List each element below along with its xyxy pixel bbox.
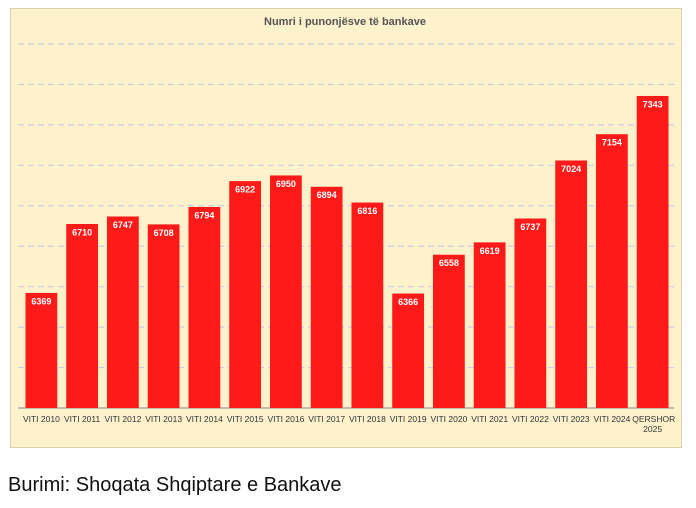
data-label: 7154 bbox=[602, 138, 622, 148]
x-tick-label: VITI 2016 bbox=[267, 414, 305, 424]
bar bbox=[188, 206, 221, 408]
data-label: 6894 bbox=[317, 190, 337, 200]
data-label: 6366 bbox=[398, 297, 418, 307]
x-tick-label: VITI 2013 bbox=[145, 414, 183, 424]
data-label: 6950 bbox=[276, 179, 296, 189]
data-label: 6816 bbox=[357, 206, 377, 216]
chart: Numri i punonjësve të bankave 6369 6710 67… bbox=[18, 16, 674, 409]
chart-title: Numri i punonjësve të bankave bbox=[264, 16, 426, 28]
data-label: 6558 bbox=[439, 258, 459, 268]
data-label: 6710 bbox=[72, 227, 92, 237]
x-tick-label: VITI 2018 bbox=[348, 414, 386, 424]
data-label: 6708 bbox=[154, 228, 174, 238]
data-label: 7343 bbox=[643, 99, 663, 109]
x-tick-label: VITI 2023 bbox=[552, 414, 590, 424]
data-label: 6747 bbox=[113, 220, 133, 230]
data-label: 6794 bbox=[194, 210, 214, 220]
x-tick-label: VITI 2022 bbox=[511, 414, 549, 424]
bar bbox=[555, 160, 588, 408]
bar bbox=[595, 134, 628, 409]
x-tick-label: VITI 2017 bbox=[308, 414, 346, 424]
bar bbox=[269, 175, 302, 408]
x-tick-label: QERSHOR 2025 bbox=[632, 414, 676, 434]
bar bbox=[473, 242, 506, 408]
bar bbox=[66, 223, 99, 408]
x-tick-label: VITI 2021 bbox=[471, 414, 509, 424]
bar bbox=[392, 293, 425, 408]
x-tick-label: VITI 2012 bbox=[104, 414, 142, 424]
x-tick-label: VITI 2011 bbox=[64, 414, 101, 424]
data-label: 6619 bbox=[480, 246, 500, 256]
bar bbox=[147, 224, 180, 408]
x-tick-label: VITI 2020 bbox=[430, 414, 468, 424]
bar bbox=[310, 186, 343, 408]
bar bbox=[432, 254, 465, 408]
bar bbox=[514, 218, 547, 408]
source: Burimi: Shoqata Shqiptare e Bankave bbox=[8, 474, 342, 496]
data-label: 6737 bbox=[520, 222, 540, 232]
data-label: 6369 bbox=[31, 296, 51, 306]
bar bbox=[25, 292, 58, 408]
data-label: 6922 bbox=[235, 184, 255, 194]
bar bbox=[106, 216, 139, 408]
bar bbox=[229, 181, 262, 408]
x-tick-label: VITI 2024 bbox=[593, 414, 631, 424]
data-label: 7024 bbox=[561, 164, 581, 174]
x-tick-label: VITI 2014 bbox=[185, 414, 223, 424]
x-tick-label: VITI 2019 bbox=[389, 414, 427, 424]
x-tick-label: VITI 2015 bbox=[226, 414, 264, 424]
x-tick-label: VITI 2010 bbox=[22, 414, 60, 424]
bar bbox=[351, 202, 384, 408]
bar bbox=[636, 95, 669, 409]
